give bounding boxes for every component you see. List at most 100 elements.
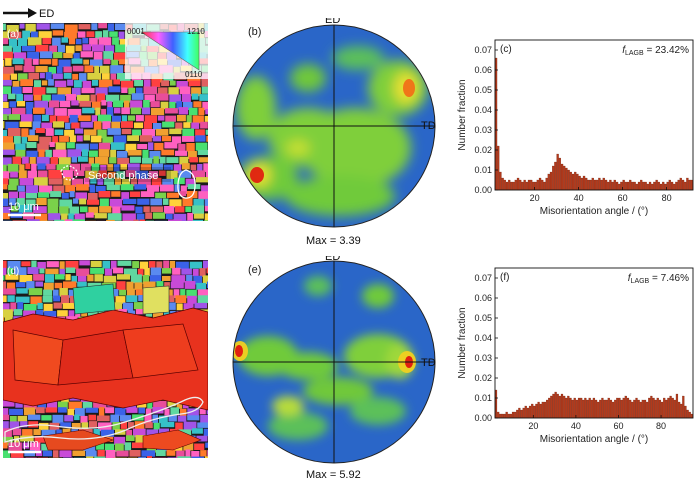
histogram-c-bar: [655, 179, 658, 191]
histogram-c-xtick-label: 20: [530, 193, 540, 203]
histogram-f-bar: [626, 397, 630, 419]
histogram-c-bar: [503, 179, 506, 191]
histogram-f-bar: [541, 401, 544, 419]
histogram-f-bar: [616, 397, 619, 419]
histogram-f-bars: [494, 389, 693, 419]
histogram-c-bar: [521, 181, 524, 191]
histogram-f-bar: [563, 395, 566, 419]
histogram-c-bar: [602, 177, 605, 191]
histogram-f-bar: [614, 399, 617, 419]
histogram-f-bar: [560, 393, 564, 419]
histogram-f-bar: [620, 399, 623, 419]
histogram-c-bar: [547, 173, 550, 191]
histogram-c-bar: [576, 173, 579, 191]
histogram-c-bar: [679, 177, 682, 191]
histogram-f-bar: [639, 401, 642, 419]
histogram-f-bar: [597, 401, 600, 419]
histogram-f-bar: [545, 399, 549, 419]
histogram-f-bar: [565, 397, 568, 419]
histogram-f-bar: [582, 399, 585, 419]
histogram-c-bar: [505, 181, 509, 191]
histogram-c-bar: [637, 181, 641, 191]
histogram-c-ytick-label: 0.04: [474, 105, 492, 115]
histogram-c-bar: [554, 161, 557, 191]
histogram-f-bar: [688, 411, 691, 419]
histogram-c-bar: [673, 183, 676, 191]
pf-e-top-label: ED: [325, 256, 340, 263]
histogram-c-xtick-label: 40: [574, 193, 584, 203]
histogram-f-bar: [509, 413, 512, 419]
panel-tag-b: (b): [248, 26, 262, 38]
large-grain-overlay: (d) 10 μm: [3, 266, 208, 454]
histogram-f-bar: [680, 403, 683, 419]
histogram-c-ytick-label: 0.01: [474, 165, 492, 175]
histogram-c-bar: [501, 177, 504, 191]
histogram-f-ytick-label: 0.04: [474, 333, 492, 343]
histogram-c-xtick-label: 60: [618, 193, 628, 203]
histogram-f-panel-tag: (f): [500, 272, 509, 283]
histogram-f-bar: [550, 395, 553, 419]
histogram-f-bar: [654, 399, 657, 419]
histogram-f-bar: [552, 393, 555, 419]
histogram-c-bar: [538, 177, 542, 191]
histogram-f-bar: [518, 407, 521, 419]
histogram-f-bar: [548, 397, 551, 419]
histogram-f-bar: [648, 397, 651, 419]
pole-figure-b: ED TD Max = 3.39: [232, 18, 436, 247]
histogram-c-bar: [567, 169, 570, 191]
histogram-f-bar: [601, 397, 604, 419]
histogram-c-bar: [644, 181, 647, 191]
histogram-c-bar: [499, 171, 502, 191]
histogram-f-bar: [514, 411, 517, 419]
scale-bar-a: 10 μm: [8, 201, 39, 213]
panel-tag-a: (a): [7, 29, 19, 40]
histogram-f-bar: [571, 399, 574, 419]
histogram-f-bar: [577, 397, 581, 419]
histogram-c-bar: [591, 177, 594, 191]
histogram-f-bar: [535, 403, 538, 419]
histogram-f-bar: [658, 399, 662, 419]
histogram-f-bar: [684, 405, 687, 419]
histogram-c-xlabel: Misorientation angle / (°): [540, 206, 649, 217]
histogram-c-ytick-label: 0.05: [474, 85, 492, 95]
histogram-c-bar: [611, 181, 614, 191]
histogram-f-ytick-label: 0.05: [474, 313, 492, 323]
histogram-c-bar: [510, 181, 513, 191]
histogram-f-ytick-label: 0.03: [474, 353, 492, 363]
histogram-c-bar: [626, 181, 630, 191]
histogram-f-bar: [520, 409, 523, 419]
histogram-f-bar: [629, 399, 632, 419]
histogram-c-bar: [587, 179, 590, 191]
histogram-f-bar: [633, 399, 636, 419]
histogram-f-bar: [556, 393, 559, 419]
histogram-c-bar: [657, 181, 660, 191]
histogram-c-bar: [615, 181, 619, 191]
histogram-c-bar: [686, 177, 689, 191]
histogram-c-bar: [620, 181, 623, 191]
histogram-f-bar: [522, 407, 525, 419]
histogram-c-bar: [668, 179, 671, 191]
histogram-f-bar: [497, 411, 500, 419]
second-phase-label: Second phase: [88, 170, 158, 182]
histogram-f-bar: [580, 397, 583, 419]
histogram-c-bar: [543, 181, 546, 191]
histogram-f-bar: [682, 395, 685, 419]
histogram-f-bar: [637, 399, 640, 419]
grain-cells: [3, 23, 208, 221]
histogram-f-bar: [516, 409, 519, 419]
histogram-c-bar: [563, 165, 566, 191]
histogram-f-bar: [569, 397, 572, 419]
histogram-c-bar: [664, 183, 667, 191]
histogram-f-bar: [607, 397, 610, 419]
histogram-f-lagb-annotation: fLAGB = 7.46%: [628, 273, 689, 285]
histogram-f-bar: [507, 413, 510, 419]
pf-e-right-label: TD: [421, 357, 436, 369]
ebsd-map-a: 0001 1210 0110 Second phase (a) 10 μm: [3, 23, 208, 221]
histogram-f-ytick-label: 0.07: [474, 273, 492, 283]
histogram-f-ytick-label: 0.02: [474, 373, 492, 383]
histogram-c-bar: [536, 179, 539, 191]
histogram-f-ytick-label: 0.00: [474, 413, 492, 423]
histogram-c-bar: [624, 181, 627, 191]
histogram-f-bar: [624, 395, 627, 419]
ebsd-map-d: (d) 10 μm: [3, 260, 208, 458]
